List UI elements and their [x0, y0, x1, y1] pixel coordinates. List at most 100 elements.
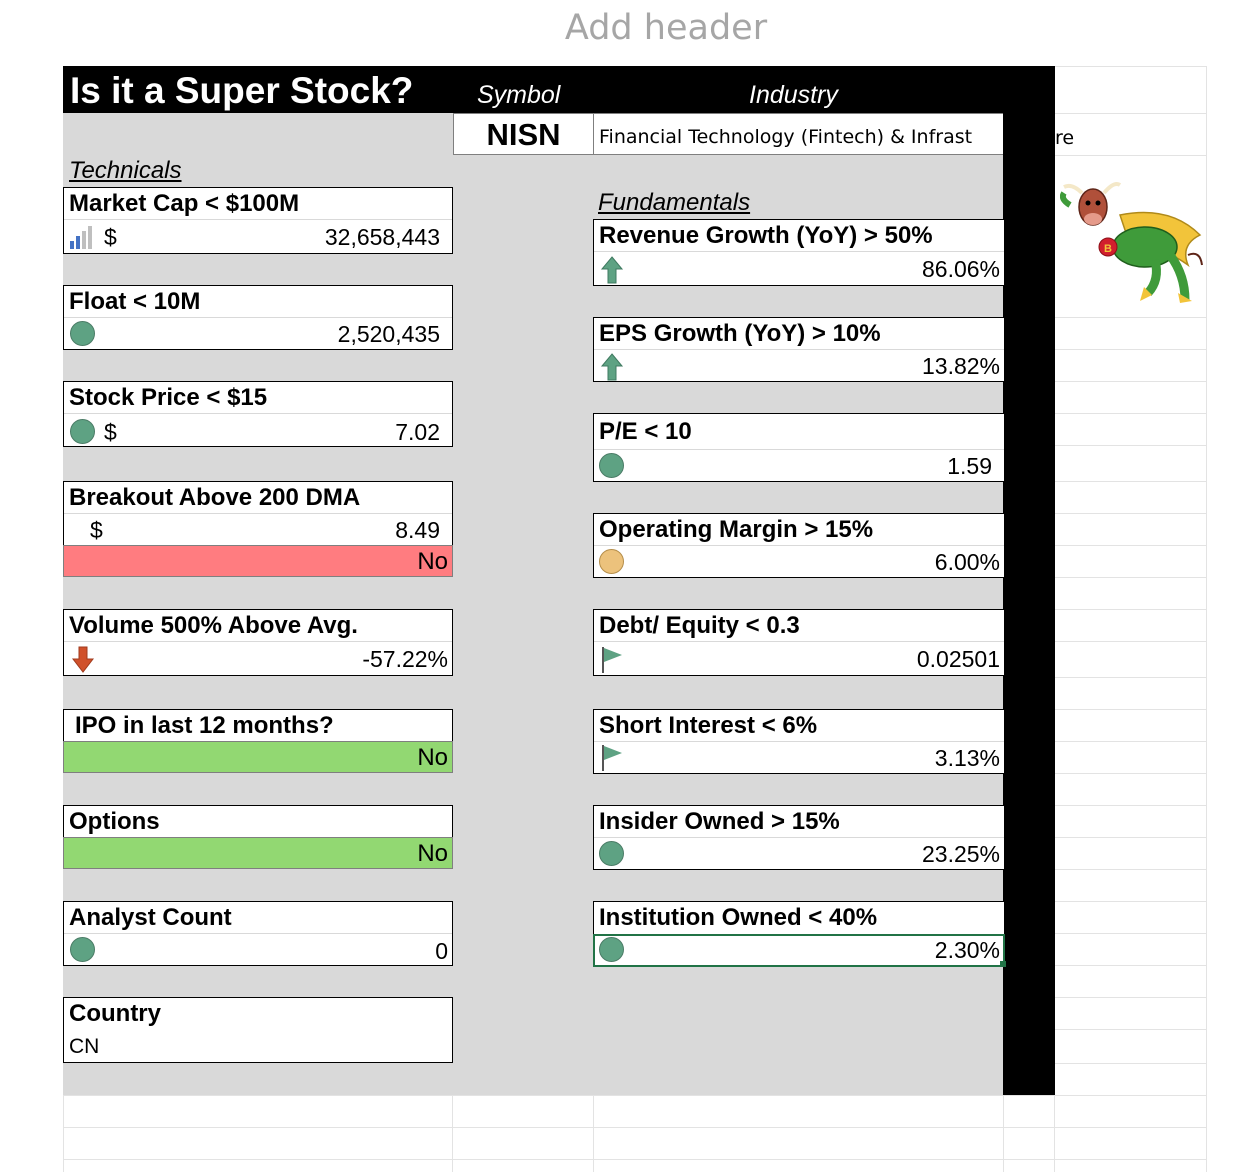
gridline — [1054, 349, 1207, 350]
country-label: Country — [69, 1000, 161, 1027]
ipo-card[interactable]: IPO in last 12 months? No — [63, 709, 453, 773]
revenue-growth-card[interactable]: Revenue Growth (YoY) > 50% 86.06% — [593, 219, 1004, 286]
industry-column-header: Industry — [749, 81, 838, 109]
eps-growth-card[interactable]: EPS Growth (YoY) > 10% 13.82% — [593, 317, 1004, 382]
short-interest-label: Short Interest < 6% — [599, 712, 818, 739]
options-label: Options — [69, 808, 160, 835]
float-card[interactable]: Float < 10M 2,520,435 — [63, 285, 453, 350]
pe-card[interactable]: P/E < 10 1.59 — [593, 413, 1004, 482]
currency-symbol: $ — [104, 224, 117, 250]
gridline — [63, 1127, 1207, 1128]
insider-owned-card[interactable]: Insider Owned > 15% 23.25% — [593, 805, 1004, 870]
gridline — [1054, 1029, 1207, 1030]
options-result-bar: No — [63, 837, 453, 869]
gridline — [1054, 113, 1207, 114]
ipo-result-bar: No — [63, 741, 453, 773]
green-circle-icon — [599, 937, 624, 962]
gridline — [1054, 677, 1207, 678]
gridline — [1054, 1095, 1055, 1172]
divider — [64, 413, 452, 414]
institution-owned-value: 2.30% — [934, 937, 1000, 963]
revenue-growth-value: 86.06% — [921, 256, 1000, 282]
volume-label: Volume 500% Above Avg. — [69, 612, 358, 639]
operating-margin-value: 6.00% — [934, 549, 1000, 575]
green-circle-icon — [70, 321, 95, 346]
gridline — [1054, 1063, 1207, 1064]
gridline — [1054, 933, 1207, 934]
country-card[interactable]: Country CN — [63, 997, 453, 1063]
gridline — [1054, 609, 1207, 610]
analyst-count-value: 0 — [435, 938, 448, 964]
red-down-arrow-icon — [71, 646, 95, 673]
gridline — [1054, 513, 1207, 514]
ipo-label: IPO in last 12 months? — [75, 712, 334, 739]
breakout-card[interactable]: Breakout Above 200 DMA $ 8.49 No — [63, 481, 453, 577]
industry-value: Financial Technology (Fintech) & Infrast — [599, 126, 973, 148]
divider — [594, 349, 1004, 350]
stock-price-card[interactable]: Stock Price < $15 $ 7.02 — [63, 381, 453, 447]
stock-price-label: Stock Price < $15 — [69, 384, 268, 411]
selected-cell-outline[interactable] — [593, 934, 1005, 967]
green-circle-icon — [70, 937, 95, 962]
industry-text-clip: Financial Technology (Fintech) & Infrast — [599, 113, 1003, 155]
symbol-column-header: Symbol — [477, 81, 561, 109]
flying-superhero-bull-mascot-icon: B — [1060, 182, 1203, 303]
volume-value: -57.22% — [362, 646, 448, 672]
gridline — [1054, 837, 1207, 838]
institution-owned-label: Institution Owned < 40% — [599, 904, 878, 931]
industry-overflow-text: re — [1055, 127, 1075, 149]
breakout-label: Breakout Above 200 DMA — [69, 484, 361, 511]
green-circle-icon — [599, 841, 624, 866]
industry-cell[interactable] — [594, 113, 1003, 155]
eps-growth-label: EPS Growth (YoY) > 10% — [599, 320, 881, 347]
market-cap-card[interactable]: Market Cap < $100M $ 32,658,443 — [63, 187, 453, 254]
gridline — [1054, 901, 1207, 902]
amber-circle-icon — [599, 549, 624, 574]
debt-equity-value: 0.02501 — [916, 646, 1000, 672]
ipo-result: No — [417, 744, 448, 771]
gridline — [1054, 965, 1207, 966]
float-label: Float < 10M — [69, 288, 201, 315]
green-up-arrow-icon — [600, 256, 624, 284]
green-circle-icon — [599, 453, 624, 478]
options-result: No — [417, 840, 448, 867]
gridline — [63, 1095, 1207, 1096]
institution-owned-card[interactable]: Institution Owned < 40% 2.30% — [593, 901, 1006, 967]
stock-price-value: 7.02 — [395, 419, 440, 445]
analyst-count-card[interactable]: Analyst Count 0 — [63, 901, 453, 966]
analyst-count-label: Analyst Count — [69, 904, 232, 931]
gridline — [1206, 66, 1207, 1172]
breakout-result-bar: No — [63, 545, 453, 577]
float-value: 2,520,435 — [337, 321, 440, 347]
eps-growth-value: 13.82% — [921, 353, 1000, 379]
signal-bars-icon — [70, 226, 92, 249]
gridline — [1054, 481, 1207, 482]
gridline — [1054, 445, 1207, 446]
gridline — [1054, 66, 1207, 67]
pe-value: 1.59 — [947, 453, 992, 479]
debt-equity-label: Debt/ Equity < 0.3 — [599, 612, 800, 639]
gridline — [1054, 709, 1207, 710]
symbol-cell[interactable]: NISN — [453, 113, 594, 155]
options-card[interactable]: Options No — [63, 805, 453, 869]
gridline — [593, 1095, 594, 1172]
volume-card[interactable]: Volume 500% Above Avg. -57.22% — [63, 609, 453, 676]
breakout-result: No — [417, 548, 448, 575]
gridline — [1054, 317, 1207, 318]
add-header-placeholder[interactable]: Add header — [564, 8, 768, 48]
debt-equity-card[interactable]: Debt/ Equity < 0.3 0.02501 — [593, 609, 1004, 676]
divider — [594, 641, 1004, 642]
operating-margin-card[interactable]: Operating Margin > 15% 6.00% — [593, 513, 1004, 578]
gridline — [1054, 997, 1207, 998]
gridline — [1054, 381, 1207, 382]
technicals-heading: Technicals — [69, 157, 182, 184]
breakout-dma-value: 8.49 — [395, 517, 440, 543]
divider — [64, 933, 452, 934]
short-interest-card[interactable]: Short Interest < 6% 3.13% — [593, 709, 1004, 774]
divider — [594, 741, 1004, 742]
revenue-growth-label: Revenue Growth (YoY) > 50% — [599, 222, 933, 249]
fill-handle[interactable] — [1000, 961, 1006, 967]
svg-text:B: B — [1104, 243, 1112, 255]
gridline — [1054, 577, 1207, 578]
gridline — [1054, 641, 1207, 642]
